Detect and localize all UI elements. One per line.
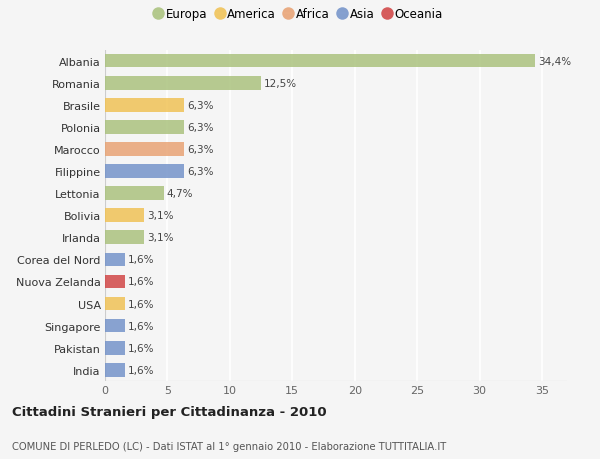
Bar [105, 253, 125, 267]
Bar [105, 165, 184, 179]
Text: 12,5%: 12,5% [264, 78, 298, 89]
Text: 1,6%: 1,6% [128, 277, 155, 287]
Bar [105, 143, 184, 157]
Text: 6,3%: 6,3% [187, 101, 213, 111]
Text: 4,7%: 4,7% [167, 189, 193, 199]
Text: 1,6%: 1,6% [128, 255, 155, 265]
Bar [105, 187, 164, 201]
Bar [105, 363, 125, 377]
Legend: Europa, America, Africa, Asia, Oceania: Europa, America, Africa, Asia, Oceania [155, 8, 443, 22]
Bar [105, 209, 144, 223]
Text: 3,1%: 3,1% [147, 233, 173, 243]
Text: 1,6%: 1,6% [128, 321, 155, 331]
Text: 3,1%: 3,1% [147, 211, 173, 221]
Bar [105, 341, 125, 355]
Text: 1,6%: 1,6% [128, 343, 155, 353]
Text: 1,6%: 1,6% [128, 299, 155, 309]
Text: 34,4%: 34,4% [538, 56, 571, 67]
Bar [105, 297, 125, 311]
Text: 6,3%: 6,3% [187, 145, 213, 155]
Bar [105, 99, 184, 112]
Text: 1,6%: 1,6% [128, 365, 155, 375]
Bar [105, 121, 184, 134]
Text: COMUNE DI PERLEDO (LC) - Dati ISTAT al 1° gennaio 2010 - Elaborazione TUTTITALIA: COMUNE DI PERLEDO (LC) - Dati ISTAT al 1… [12, 441, 446, 451]
Bar [105, 55, 535, 68]
Bar [105, 77, 261, 90]
Text: 6,3%: 6,3% [187, 167, 213, 177]
Bar [105, 275, 125, 289]
Bar [105, 231, 144, 245]
Text: 6,3%: 6,3% [187, 123, 213, 133]
Bar [105, 319, 125, 333]
Text: Cittadini Stranieri per Cittadinanza - 2010: Cittadini Stranieri per Cittadinanza - 2… [12, 405, 326, 419]
